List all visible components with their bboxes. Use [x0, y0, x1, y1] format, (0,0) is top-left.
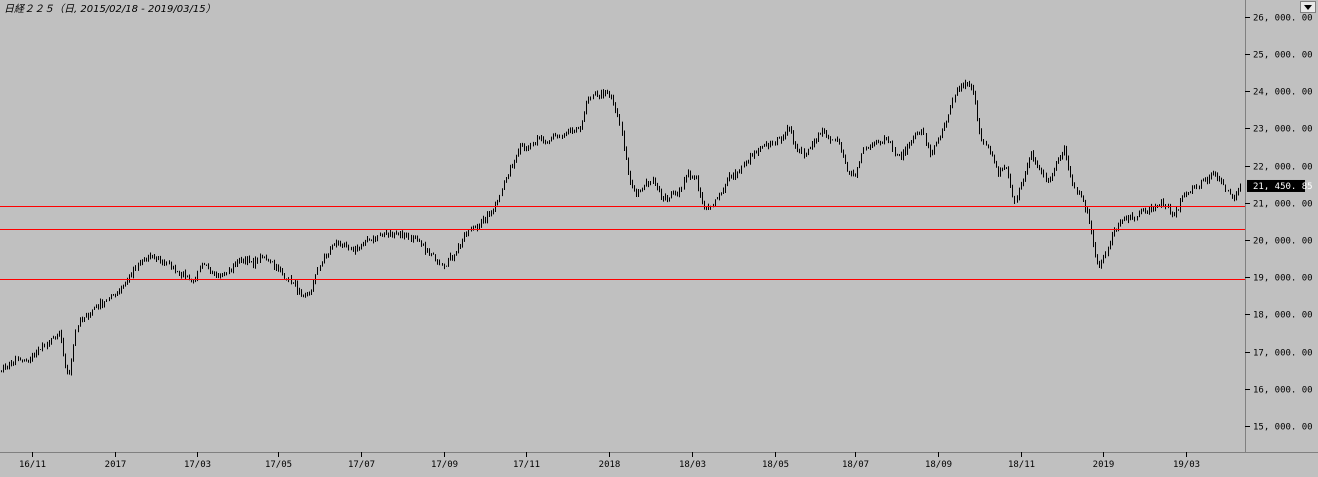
y-tick-label: 21, 000. 00: [1253, 200, 1313, 210]
x-tick-label: 17/05: [265, 460, 292, 470]
y-tick-label: 15, 000. 00: [1253, 423, 1313, 433]
x-tick-label: 17/11: [513, 460, 540, 470]
y-tick-label: 19, 000. 00: [1253, 274, 1313, 284]
x-tick-label: 18/09: [925, 460, 952, 470]
y-tick-label: 24, 000. 00: [1253, 88, 1313, 98]
y-tick-label: 17, 000. 00: [1253, 349, 1313, 359]
current-price-box: [1247, 179, 1305, 192]
y-tick-label: 18, 000. 00: [1253, 311, 1313, 321]
current-price-label: 21, 450. 85: [1253, 182, 1313, 192]
x-tick-label: 18/03: [679, 460, 706, 470]
y-tick-label: 25, 000. 00: [1253, 51, 1313, 61]
x-tick-label: 18/05: [762, 460, 789, 470]
x-tick-label: 17/03: [184, 460, 211, 470]
x-tick-label: 17/09: [431, 460, 458, 470]
y-tick-label: 23, 000. 00: [1253, 125, 1313, 135]
x-tick-label: 18/07: [842, 460, 869, 470]
chart-title: 日経２２５（日, 2015/02/18 - 2019/03/15）: [4, 4, 216, 15]
chevron-down-icon: [1304, 5, 1312, 10]
y-tick-label: 16, 000. 00: [1253, 386, 1313, 396]
x-tick-label: 18/11: [1008, 460, 1035, 470]
x-tick-label: 16/11: [19, 460, 46, 470]
x-tick-label: 2019: [1093, 460, 1115, 470]
y-tick-label: 22, 000. 00: [1253, 163, 1313, 173]
x-tick-label: 17/07: [348, 460, 375, 470]
y-tick-label: 26, 000. 00: [1253, 14, 1313, 24]
chart-menu-dropdown-button[interactable]: [1300, 1, 1316, 13]
y-tick-label: 20, 000. 00: [1253, 237, 1313, 247]
x-tick-label: 2018: [599, 460, 621, 470]
x-tick-label: 2017: [105, 460, 127, 470]
x-tick-label: 19/03: [1173, 460, 1200, 470]
